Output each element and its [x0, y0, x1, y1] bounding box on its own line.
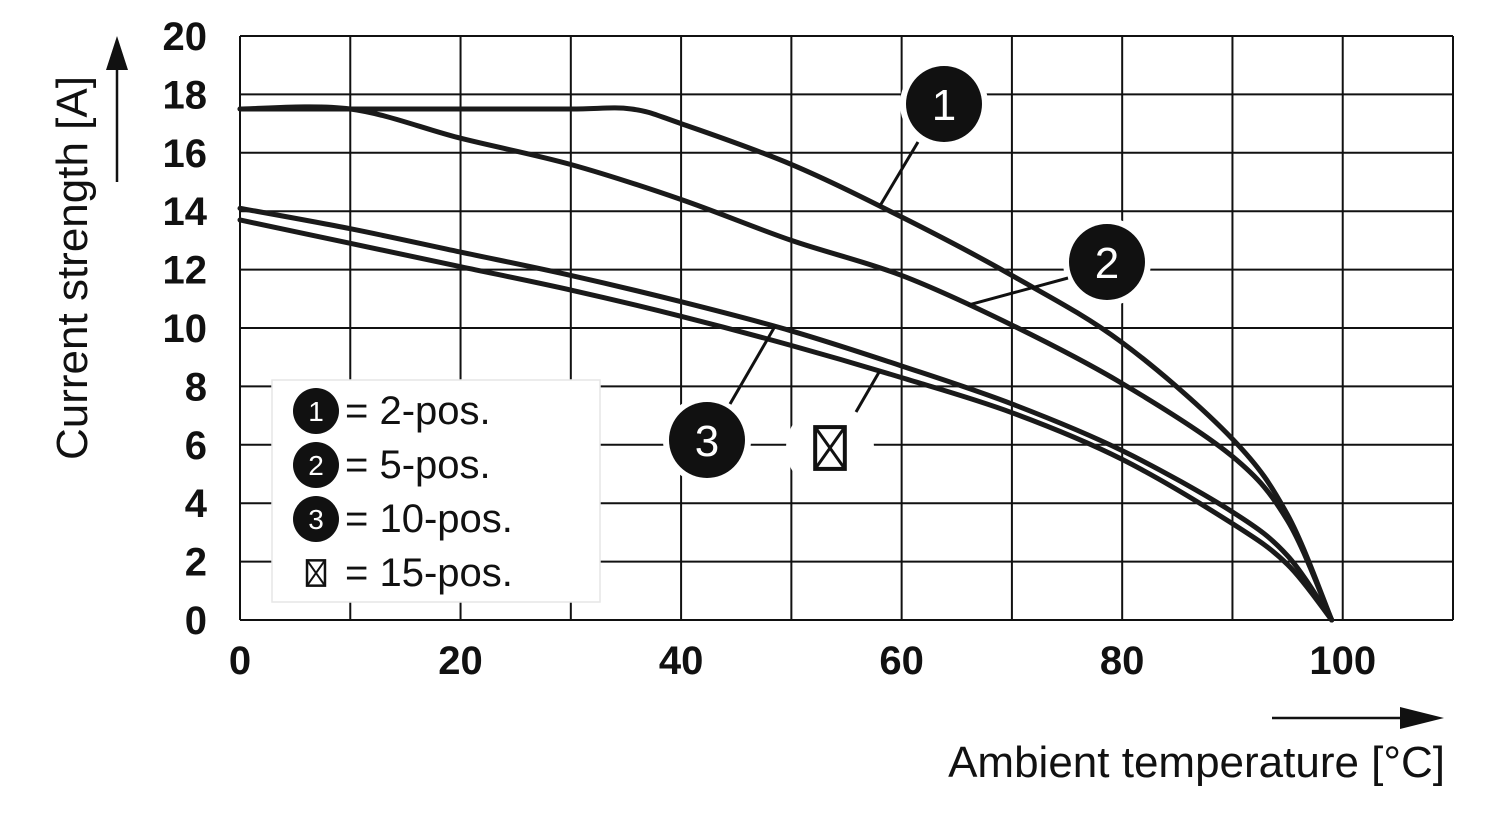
callout-badge-1: 1 [906, 66, 982, 142]
curves [237, 104, 1335, 623]
series-line-2 [237, 104, 1335, 623]
svg-text:1: 1 [308, 396, 324, 427]
y-tick-label: 2 [185, 541, 207, 585]
y-tick-label: 16 [163, 132, 208, 176]
x-axis-title: Ambient temperature [°C] [948, 738, 1445, 787]
y-tick-label: 12 [163, 249, 208, 293]
y-tick-label: 6 [185, 424, 207, 468]
svg-text:1: 1 [932, 81, 956, 130]
y-axis-title: Current strength [A] [48, 76, 97, 460]
grid [239, 35, 1454, 621]
x-tick-label: 0 [229, 639, 251, 683]
callout-badge-4 [813, 425, 847, 471]
legend-marker-3: 3 [293, 496, 339, 542]
y-tick-label: 0 [185, 599, 207, 643]
svg-text:2: 2 [308, 450, 324, 481]
curve-callouts: 1 2 3 [663, 60, 1151, 492]
y-tick-label: 18 [163, 73, 208, 117]
y-tick-label: 20 [163, 15, 208, 59]
y-tick-label: 10 [163, 307, 208, 351]
y-axis-arrow [106, 36, 128, 182]
x-tick-label: 100 [1309, 639, 1376, 683]
legend-marker-1: 1 [293, 388, 339, 434]
legend-label: = 15-pos. [345, 551, 513, 595]
svg-text:3: 3 [308, 504, 324, 535]
series-line-1 [237, 105, 1335, 623]
legend-marker-2: 2 [293, 442, 339, 488]
callout-badge-2: 2 [1069, 224, 1145, 300]
callout-leader [728, 325, 777, 405]
callout-leader [967, 276, 1069, 307]
y-tick-label: 8 [185, 365, 207, 409]
y-tick-label: 4 [185, 482, 208, 526]
series-line-3 [237, 205, 1335, 623]
series-line-4 [237, 217, 1335, 623]
legend-label: = 2-pos. [345, 389, 491, 433]
svg-text:2: 2 [1095, 239, 1119, 288]
legend: 1 = 2-pos. 2 = 5-pos. 3 = 10-pos. = 15-pos. [271, 379, 601, 603]
x-axis-arrow [1272, 707, 1444, 729]
callout-badge-3: 3 [669, 402, 745, 478]
y-tick-label: 14 [163, 190, 208, 234]
legend-marker-4 [305, 559, 327, 587]
x-tick-label: 60 [879, 639, 924, 683]
legend-label: = 5-pos. [345, 443, 491, 487]
x-tick-label: 80 [1100, 639, 1145, 683]
legend-label: = 10-pos. [345, 497, 513, 541]
x-tick-label: 20 [438, 639, 483, 683]
svg-text:3: 3 [695, 417, 719, 466]
callout-leader [854, 370, 881, 413]
x-tick-label: 40 [659, 639, 704, 683]
callout-leader [878, 141, 920, 208]
